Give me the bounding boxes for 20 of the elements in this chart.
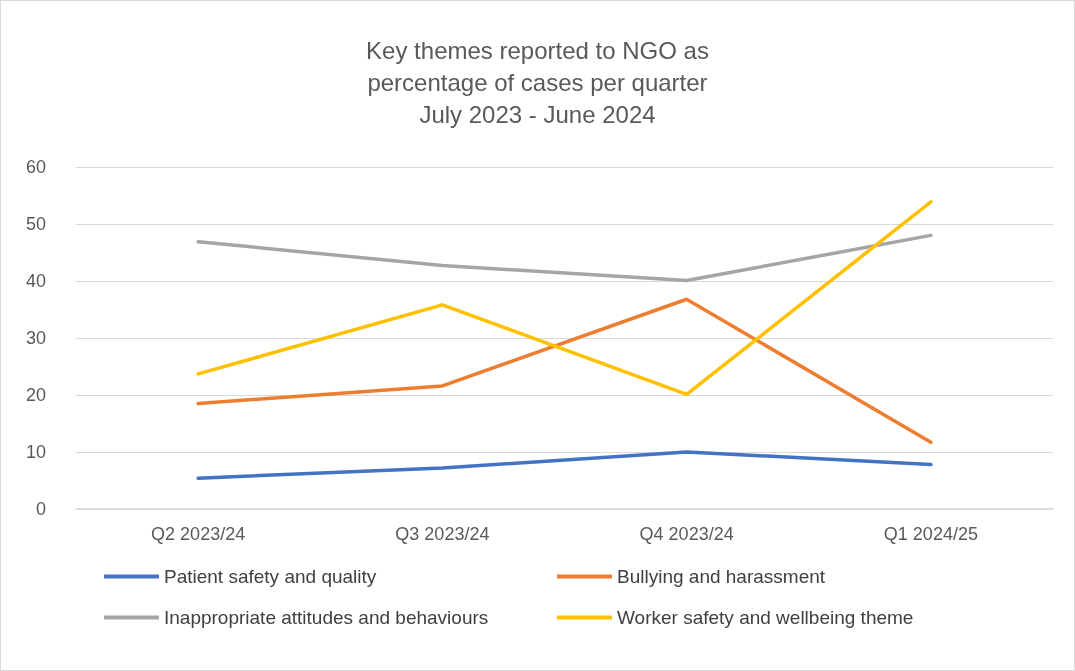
y-tick-label: 20 xyxy=(25,385,46,405)
legend-label: Inappropriate attitudes and behaviours xyxy=(164,607,489,628)
legend-label: Bullying and harassment xyxy=(617,566,826,587)
x-tick-label: Q2 2023/24 xyxy=(151,524,246,544)
x-tick-label: Q3 2023/24 xyxy=(395,524,490,544)
legend-label: Worker safety and wellbeing theme xyxy=(617,607,914,628)
y-tick-label: 50 xyxy=(25,214,46,234)
line-series xyxy=(196,233,933,283)
y-tick-label: 30 xyxy=(25,328,46,348)
line-series xyxy=(196,297,933,445)
x-tick-label: Q4 2023/24 xyxy=(639,524,734,544)
line-series xyxy=(196,200,933,397)
y-tick-label: 10 xyxy=(25,442,46,462)
legend-label: Patient safety and quality xyxy=(164,566,377,587)
y-tick-label: 0 xyxy=(35,499,46,519)
line-series xyxy=(196,450,933,480)
x-tick-label: Q1 2024/25 xyxy=(883,524,978,544)
y-tick-label: 60 xyxy=(25,157,46,177)
y-tick-label: 40 xyxy=(25,271,46,291)
chart-title: Key themes reported to NGO as percentage of cases per quarter July 2023 - June 2024 xyxy=(366,36,709,128)
